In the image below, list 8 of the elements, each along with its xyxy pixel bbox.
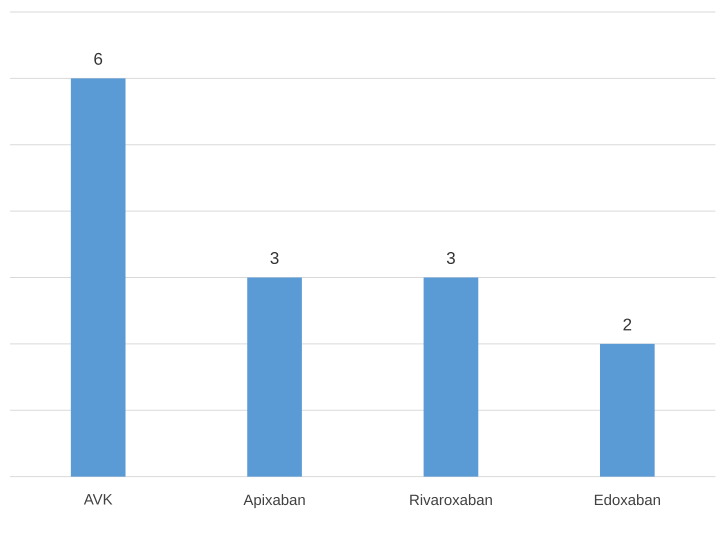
- data-label: 3: [270, 252, 279, 264]
- data-label: 3: [446, 252, 455, 264]
- x-tick-label: Edoxaban: [594, 494, 660, 506]
- data-label: 2: [623, 318, 632, 331]
- data-label: 6: [94, 53, 102, 66]
- x-tick-label: AVK: [84, 494, 112, 505]
- x-tick-label: Apixaban: [243, 494, 305, 508]
- x-tick-label: Rivaroxaban: [410, 494, 492, 506]
